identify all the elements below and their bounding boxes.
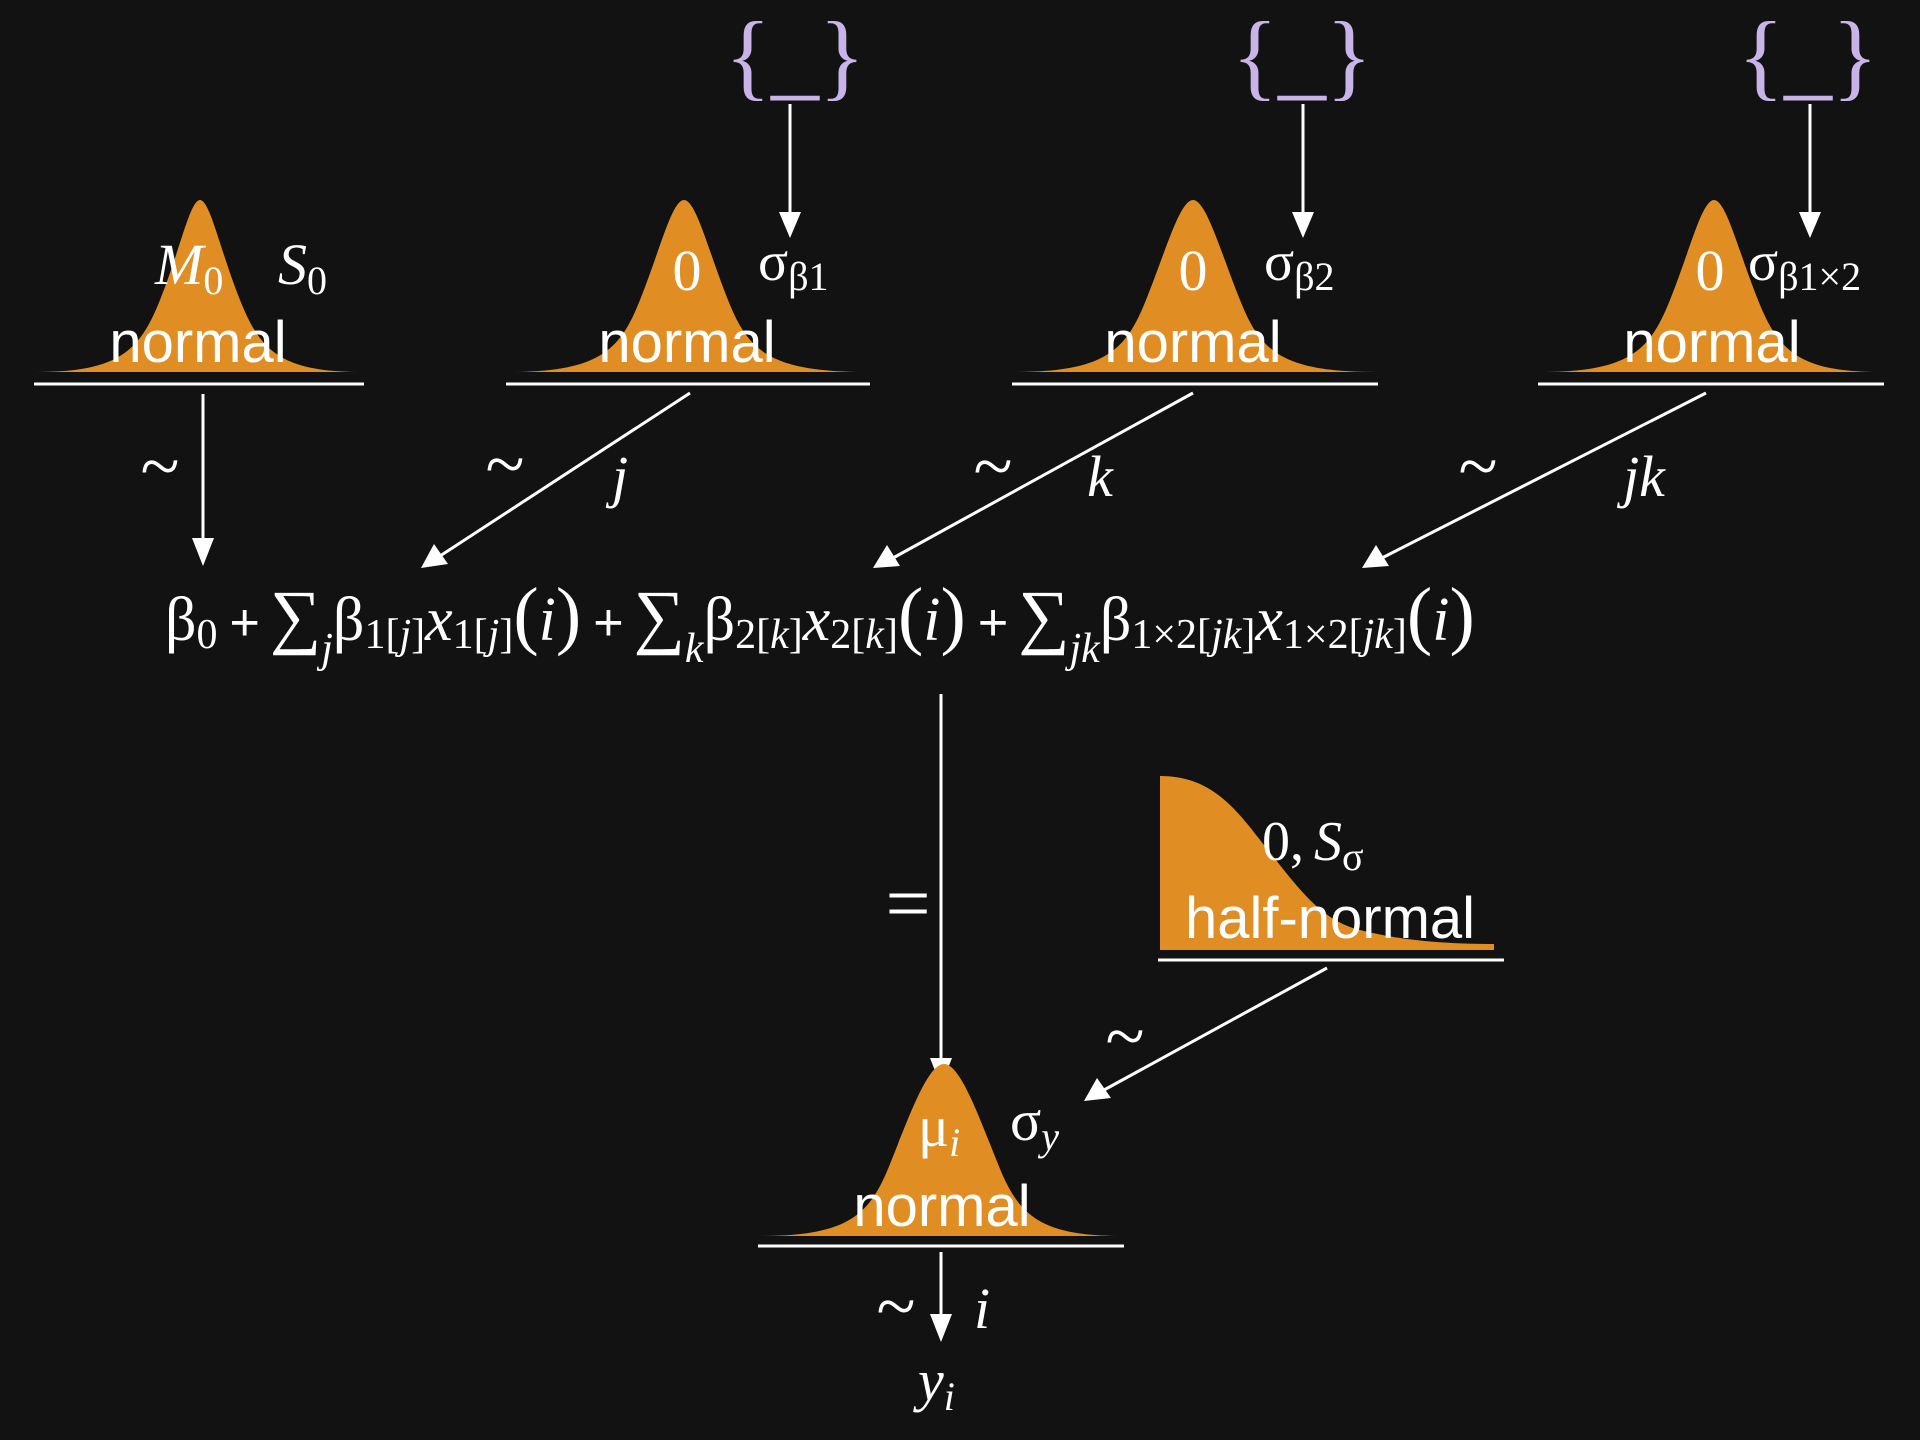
hyperprior-arrow-1 <box>779 104 801 238</box>
index-jk: jk <box>1616 444 1666 509</box>
arrow-equals <box>930 694 952 1086</box>
arrow-b0 <box>192 394 214 566</box>
hyperprior-sigma-beta1: {_} <box>725 2 865 109</box>
linear-predictor-equation: β0 + ∑jβ1[j]x1[j](i) + ∑kβ2[k]x2[k](i) + ∑jkβ1… <box>165 573 1475 672</box>
b1-dist-label: normal <box>598 310 775 375</box>
hyperprior-arrow-2 <box>1292 104 1314 238</box>
prior-beta12-normal: 0 σβ1×2 normal <box>1538 200 1884 386</box>
b0-scale: S0 <box>278 232 327 303</box>
index-i: i <box>974 1276 990 1341</box>
prior-beta2-normal: 0 σβ2 normal <box>1012 200 1378 386</box>
hyperprior-sigma-beta12: {_} <box>1738 2 1878 109</box>
likelihood-mean: μi <box>918 1094 960 1165</box>
sigma-prior-params: 0, Sσ <box>1262 811 1364 879</box>
b2-dist-label: normal <box>1104 310 1281 375</box>
tilde-b2: ~ <box>974 426 1013 506</box>
hyperprior-sigma-beta2: {_} <box>1232 2 1372 109</box>
b2-scale: σβ2 <box>1264 231 1335 299</box>
b12-mean: 0 <box>1696 238 1725 303</box>
tilde-b1: ~ <box>486 424 525 504</box>
b12-dist-label: normal <box>1623 310 1800 375</box>
equals-sign: = <box>885 860 930 948</box>
b1-scale: σβ1 <box>758 231 829 299</box>
arrow-b1 <box>421 391 691 568</box>
sigma-prior-dist-label: half-normal <box>1185 886 1475 951</box>
b0-mean: M0 <box>154 232 223 303</box>
b1-mean: 0 <box>673 238 702 303</box>
arrow-b2 <box>873 391 1194 568</box>
tilde-outcome: ~ <box>877 1266 916 1346</box>
b0-dist-label: normal <box>109 310 286 375</box>
sigma-prior-half-normal: 0, Sσ half-normal <box>1158 776 1504 962</box>
b2-mean: 0 <box>1179 238 1208 303</box>
index-j: j <box>605 444 628 509</box>
arrow-outcome <box>930 1252 952 1342</box>
tilde-sigma-y: ~ <box>1106 996 1145 1076</box>
prior-beta0-normal: M0 S0 normal <box>34 200 364 386</box>
arrow-sigma-y <box>1084 966 1328 1101</box>
prior-beta1-normal: 0 σβ1 normal <box>506 200 870 386</box>
likelihood-scale: σy <box>1010 1088 1059 1159</box>
likelihood-normal: μi σy normal <box>758 1064 1124 1248</box>
outcome-y: yi <box>913 1348 955 1419</box>
hyperprior-arrow-3 <box>1799 104 1821 238</box>
index-k: k <box>1087 444 1114 509</box>
likelihood-dist-label: normal <box>853 1174 1030 1239</box>
tilde-b0: ~ <box>141 426 180 506</box>
tilde-b12: ~ <box>1459 426 1498 506</box>
b12-scale: σβ1×2 <box>1748 231 1861 299</box>
arrow-b12 <box>1362 391 1707 568</box>
